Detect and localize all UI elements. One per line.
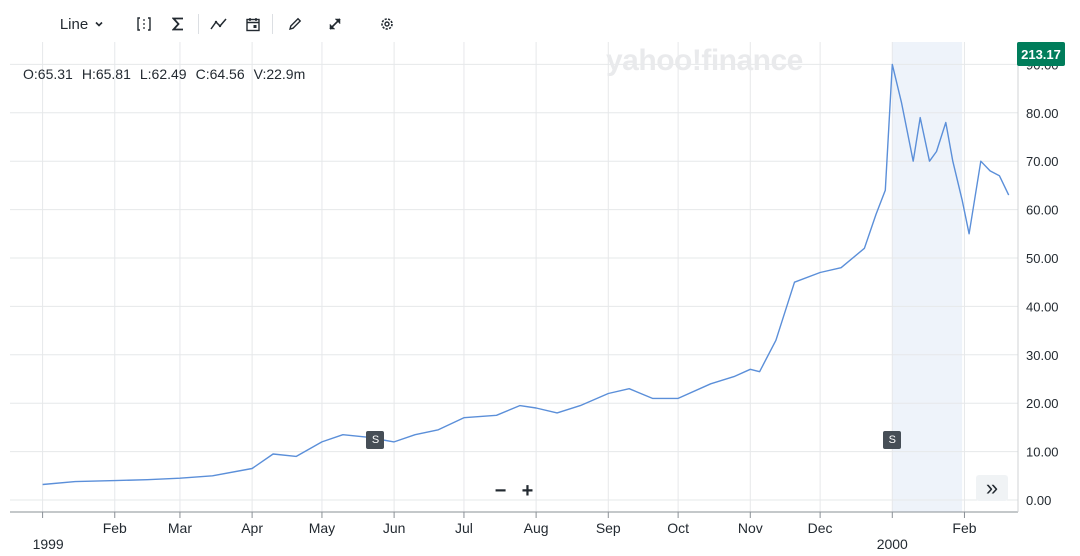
x-tick-label: Aug [524,520,549,536]
x-tick-label: 2000 [877,536,908,552]
x-tick-label: May [309,520,335,536]
y-tick-label: 40.00 [1026,299,1059,314]
chart-type-dropdown[interactable]: Line [52,10,112,38]
y-tick-label: 20.00 [1026,396,1059,411]
expand-icon[interactable] [324,10,346,38]
settings-icon[interactable] [376,10,398,38]
split-marker[interactable]: S [366,431,385,449]
x-tick-label: Mar [168,520,192,536]
x-tick-label: Feb [103,520,127,536]
chart-toolbar: Line [0,0,1080,48]
y-tick-label: 0.00 [1026,493,1051,508]
y-tick-label: 50.00 [1026,251,1059,266]
low-value: L:62.49 [139,66,187,82]
chart-axes: 0.00 10.00 20.00 30.00 40.00 50.00 60.00 70.00 8… [10,42,1059,552]
zoom-in-button[interactable]: + [521,479,534,502]
series-line [42,63,1010,486]
x-tick-label: Sep [596,520,621,536]
chevron-down-icon [94,19,104,29]
x-tick-label: Jun [383,520,406,536]
x-tick-label: Jul [455,520,473,536]
chart-grid [10,42,1018,512]
x-tick-label: 1999 [33,536,64,552]
highlight-band [892,42,963,512]
y-tick-label: 10.00 [1026,445,1059,460]
close-value: C:64.56 [195,66,245,82]
x-tick-label: Nov [738,520,763,536]
draw-icon[interactable] [284,10,306,38]
y-tick-label: 30.00 [1026,348,1059,363]
toolbar-divider [198,14,199,34]
scroll-to-latest-button[interactable]: » [976,475,1008,501]
y-tick-label: 60.00 [1026,203,1059,218]
x-tick-label: Feb [952,520,976,536]
ohlc-readout: O:65.31 H:65.81 L:62.49 C:64.56 V:22.9m [23,66,305,82]
volume-value: V:22.9m [253,66,306,82]
y-tick-label: 70.00 [1026,154,1059,169]
zoom-controls: − + [487,480,541,502]
toolbar-divider [272,14,273,34]
y-tick-label: 80.00 [1026,106,1059,121]
open-value: O:65.31 [23,66,73,82]
x-tick-label: Dec [808,520,833,536]
current-price-tag: 213.17 [1017,42,1065,66]
watermark: yahoo!finance [606,44,803,77]
split-marker[interactable]: S [883,431,902,449]
trend-icon[interactable] [208,10,230,38]
price-line [42,63,1010,486]
calendar-icon[interactable] [243,10,263,38]
chart-type-label: Line [59,15,89,33]
high-value: H:65.81 [81,66,131,82]
highlight-rect [892,42,963,512]
compare-icon[interactable] [134,10,154,38]
zoom-out-button[interactable]: − [494,479,507,502]
x-tick-label: Apr [241,520,263,536]
x-tick-label: Oct [667,520,689,536]
indicators-icon[interactable] [168,10,188,38]
